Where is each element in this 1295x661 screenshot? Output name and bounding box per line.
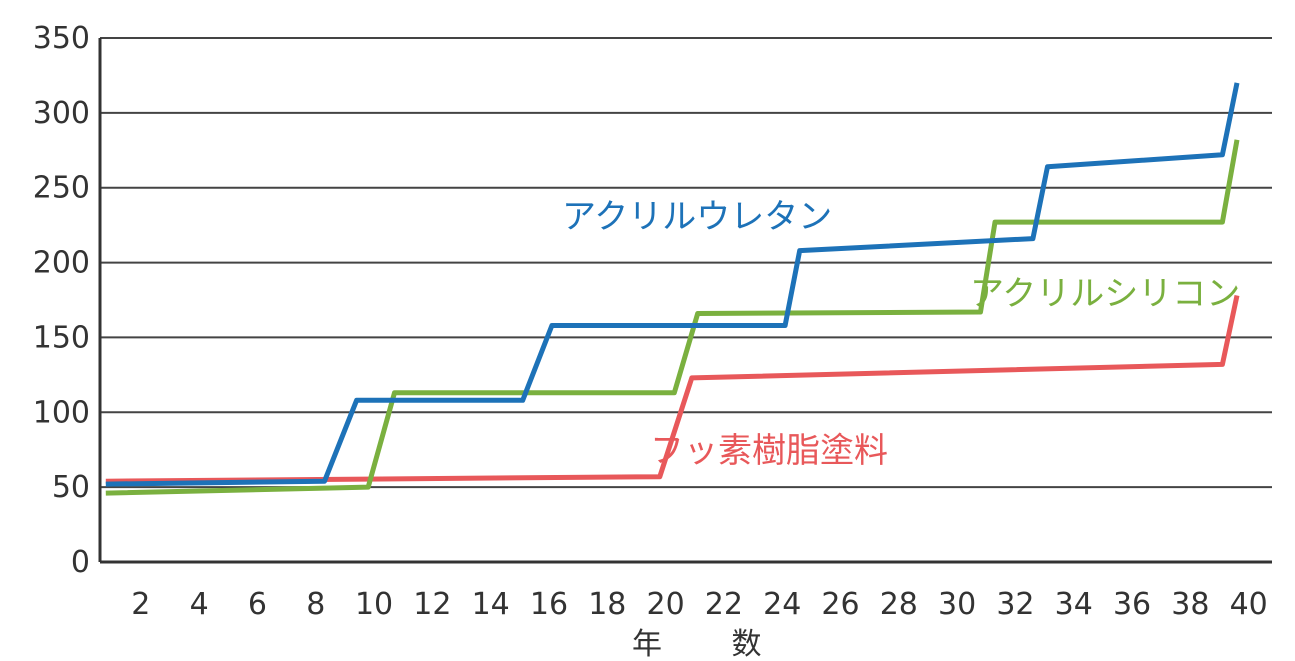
y-tick-label: 250 xyxy=(33,171,90,206)
x-tick-label: 26 xyxy=(821,587,859,622)
series-label-fluorine: フッ素樹脂塗料 xyxy=(650,431,888,471)
x-tick-label: 22 xyxy=(705,587,743,622)
series-lines xyxy=(105,82,1240,496)
x-tick-label: 12 xyxy=(413,587,451,622)
x-tick-label: 34 xyxy=(1055,587,1093,622)
y-tick-label: 50 xyxy=(52,470,90,505)
x-tick-label: 6 xyxy=(248,587,267,622)
y-tick-label: 300 xyxy=(33,96,90,131)
axes xyxy=(98,38,1272,564)
x-tick-label: 20 xyxy=(646,587,684,622)
x-tick-label: 14 xyxy=(472,587,510,622)
x-tick-label: 30 xyxy=(938,587,976,622)
x-tick-label: 2 xyxy=(131,587,150,622)
y-tick-label: 350 xyxy=(33,21,90,56)
x-axis-label: 年 数 xyxy=(632,627,792,661)
x-tick-label: 4 xyxy=(190,587,209,622)
x-tick-label: 10 xyxy=(355,587,393,622)
x-tick-label: 16 xyxy=(530,587,568,622)
y-tick-label: 100 xyxy=(33,395,90,430)
x-tick-label: 38 xyxy=(1171,587,1209,622)
x-tick-label: 8 xyxy=(306,587,325,622)
x-tick-label: 24 xyxy=(763,587,801,622)
series-line-1 xyxy=(105,139,1240,496)
x-tick-label: 28 xyxy=(880,587,918,622)
x-tick-label: 36 xyxy=(1113,587,1151,622)
y-tick-label: 0 xyxy=(71,545,90,580)
series-label-silicone: アクリルシリコン xyxy=(970,274,1240,314)
x-tick-label: 40 xyxy=(1230,587,1268,622)
x-tick-label: 18 xyxy=(588,587,626,622)
series-labels: アクリルウレタン アクリルシリコン フッ素樹脂塗料 xyxy=(562,197,1240,471)
x-tick-labels: 2 4 6 8 10 12 14 16 18 20 22 24 26 28 30 32 34 36 38 40 xyxy=(131,587,1268,622)
y-tick-label: 200 xyxy=(33,246,90,281)
y-tick-labels: 0 50 100 150 200 250 300 350 xyxy=(33,21,90,580)
grid-lines xyxy=(100,37,1272,489)
series-line-0 xyxy=(105,82,1240,487)
series-line-2 xyxy=(105,294,1240,484)
series-label-urethane: アクリルウレタン xyxy=(562,197,832,237)
y-tick-label: 150 xyxy=(33,320,90,355)
x-tick-label: 32 xyxy=(996,587,1034,622)
